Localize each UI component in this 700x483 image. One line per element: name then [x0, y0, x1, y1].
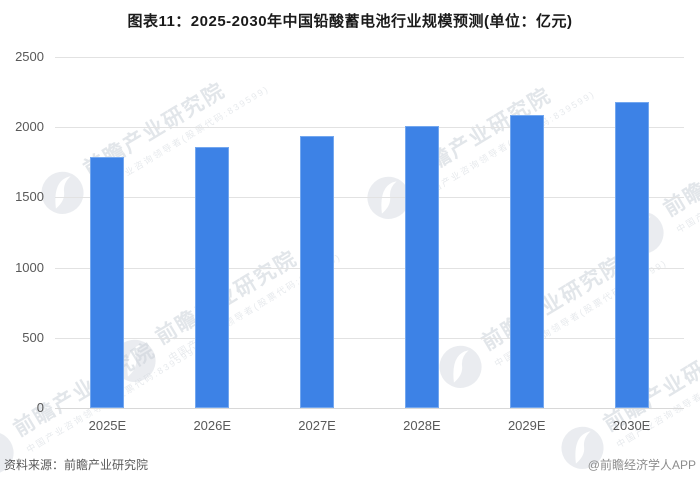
y-tick-label-500: 500	[22, 329, 44, 345]
bar-2030e	[614, 101, 649, 408]
plot-area	[55, 57, 684, 409]
x-axis: 2025E 2026E 2027E 2028E 2029E 2030E	[55, 418, 684, 438]
x-tick-label-2027e: 2027E	[298, 418, 336, 433]
y-tick-label-2500: 2500	[15, 49, 44, 64]
qianzhan-logo-icon	[0, 422, 22, 482]
source-note: 资料来源：前瞻产业研究院	[4, 458, 149, 472]
bar-2025e	[90, 157, 125, 408]
x-tick-label-2029e: 2029E	[507, 418, 546, 433]
y-tick-label-1500: 1500	[15, 189, 44, 205]
gridline-2000	[55, 127, 684, 129]
bar-2027e	[300, 136, 335, 408]
x-tick-label-2030e: 2030E	[612, 418, 651, 433]
x-tick-label-2028e: 2028E	[403, 418, 441, 433]
gridline-0	[55, 408, 684, 409]
credit-note: @前瞻经济学人APP	[587, 458, 696, 472]
gridline-2500	[55, 57, 684, 58]
y-axis: 0 500 1000 1500 2000 2500	[0, 49, 44, 415]
gridline-1000	[55, 267, 684, 269]
gridline-1500	[55, 197, 684, 199]
bar-2029e	[509, 114, 544, 408]
bar-2026e	[195, 146, 230, 408]
y-tick-label-2000: 2000	[15, 119, 44, 135]
bar-2028e	[404, 125, 439, 408]
gridline-500	[55, 337, 684, 339]
chart-title: 图表11：2025-2030年中国铅酸蓄电池行业规模预测(单位：亿元)	[127, 13, 573, 30]
y-tick-label-1000: 1000	[15, 259, 44, 275]
y-tick-label-0: 0	[36, 400, 44, 415]
x-tick-label-2026e: 2026E	[193, 418, 232, 433]
x-tick-label-2025e: 2025E	[88, 418, 127, 433]
